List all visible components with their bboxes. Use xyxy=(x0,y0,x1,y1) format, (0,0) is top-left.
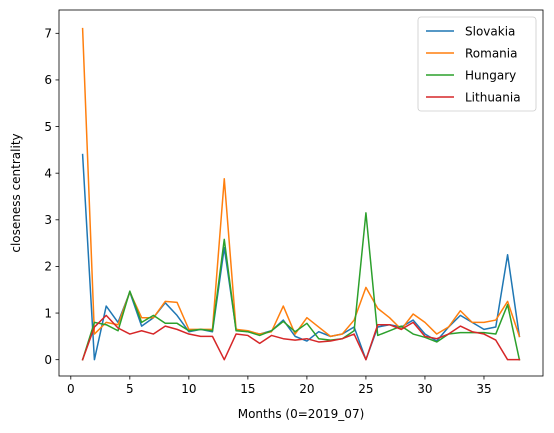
legend-label-slovakia: Slovakia xyxy=(465,24,515,38)
x-tick-label: 25 xyxy=(358,382,373,396)
x-tick-label: 15 xyxy=(240,382,255,396)
x-axis-ticks: 0 5 10 15 20 25 30 35 xyxy=(67,376,492,396)
y-tick-label: 2 xyxy=(44,260,52,274)
x-tick-label: 30 xyxy=(417,382,432,396)
legend-label-romania: Romania xyxy=(465,46,517,60)
y-tick-label: 4 xyxy=(44,166,52,180)
y-tick-label: 5 xyxy=(44,120,52,134)
x-tick-label: 5 xyxy=(126,382,134,396)
y-tick-label: 0 xyxy=(44,353,52,367)
y-axis-ticks: 0 1 2 3 4 5 6 7 xyxy=(44,27,59,367)
axes-frame xyxy=(58,9,544,377)
y-tick-label: 3 xyxy=(44,213,52,227)
legend-box xyxy=(417,16,537,112)
series-line-romania xyxy=(81,27,521,338)
legend-label-lithuania: Lithuania xyxy=(465,90,521,104)
plot-area xyxy=(58,9,544,377)
x-tick-label: 0 xyxy=(67,382,75,396)
y-tick-label: 7 xyxy=(44,27,52,41)
y-tick-label: 1 xyxy=(44,306,52,320)
x-tick-label: 35 xyxy=(476,382,491,396)
series-group xyxy=(81,27,521,361)
y-tick-label: 6 xyxy=(44,73,52,87)
x-axis-label: Months (0=2019_07) xyxy=(238,407,365,421)
x-tick-label: 20 xyxy=(299,382,314,396)
legend: Slovakia Romania Hungary Lithuania xyxy=(417,16,537,112)
series-line-lithuania xyxy=(81,314,521,361)
legend-label-hungary: Hungary xyxy=(465,68,516,82)
y-axis-label: closeness centrality xyxy=(9,133,23,252)
x-tick-label: 10 xyxy=(181,382,196,396)
